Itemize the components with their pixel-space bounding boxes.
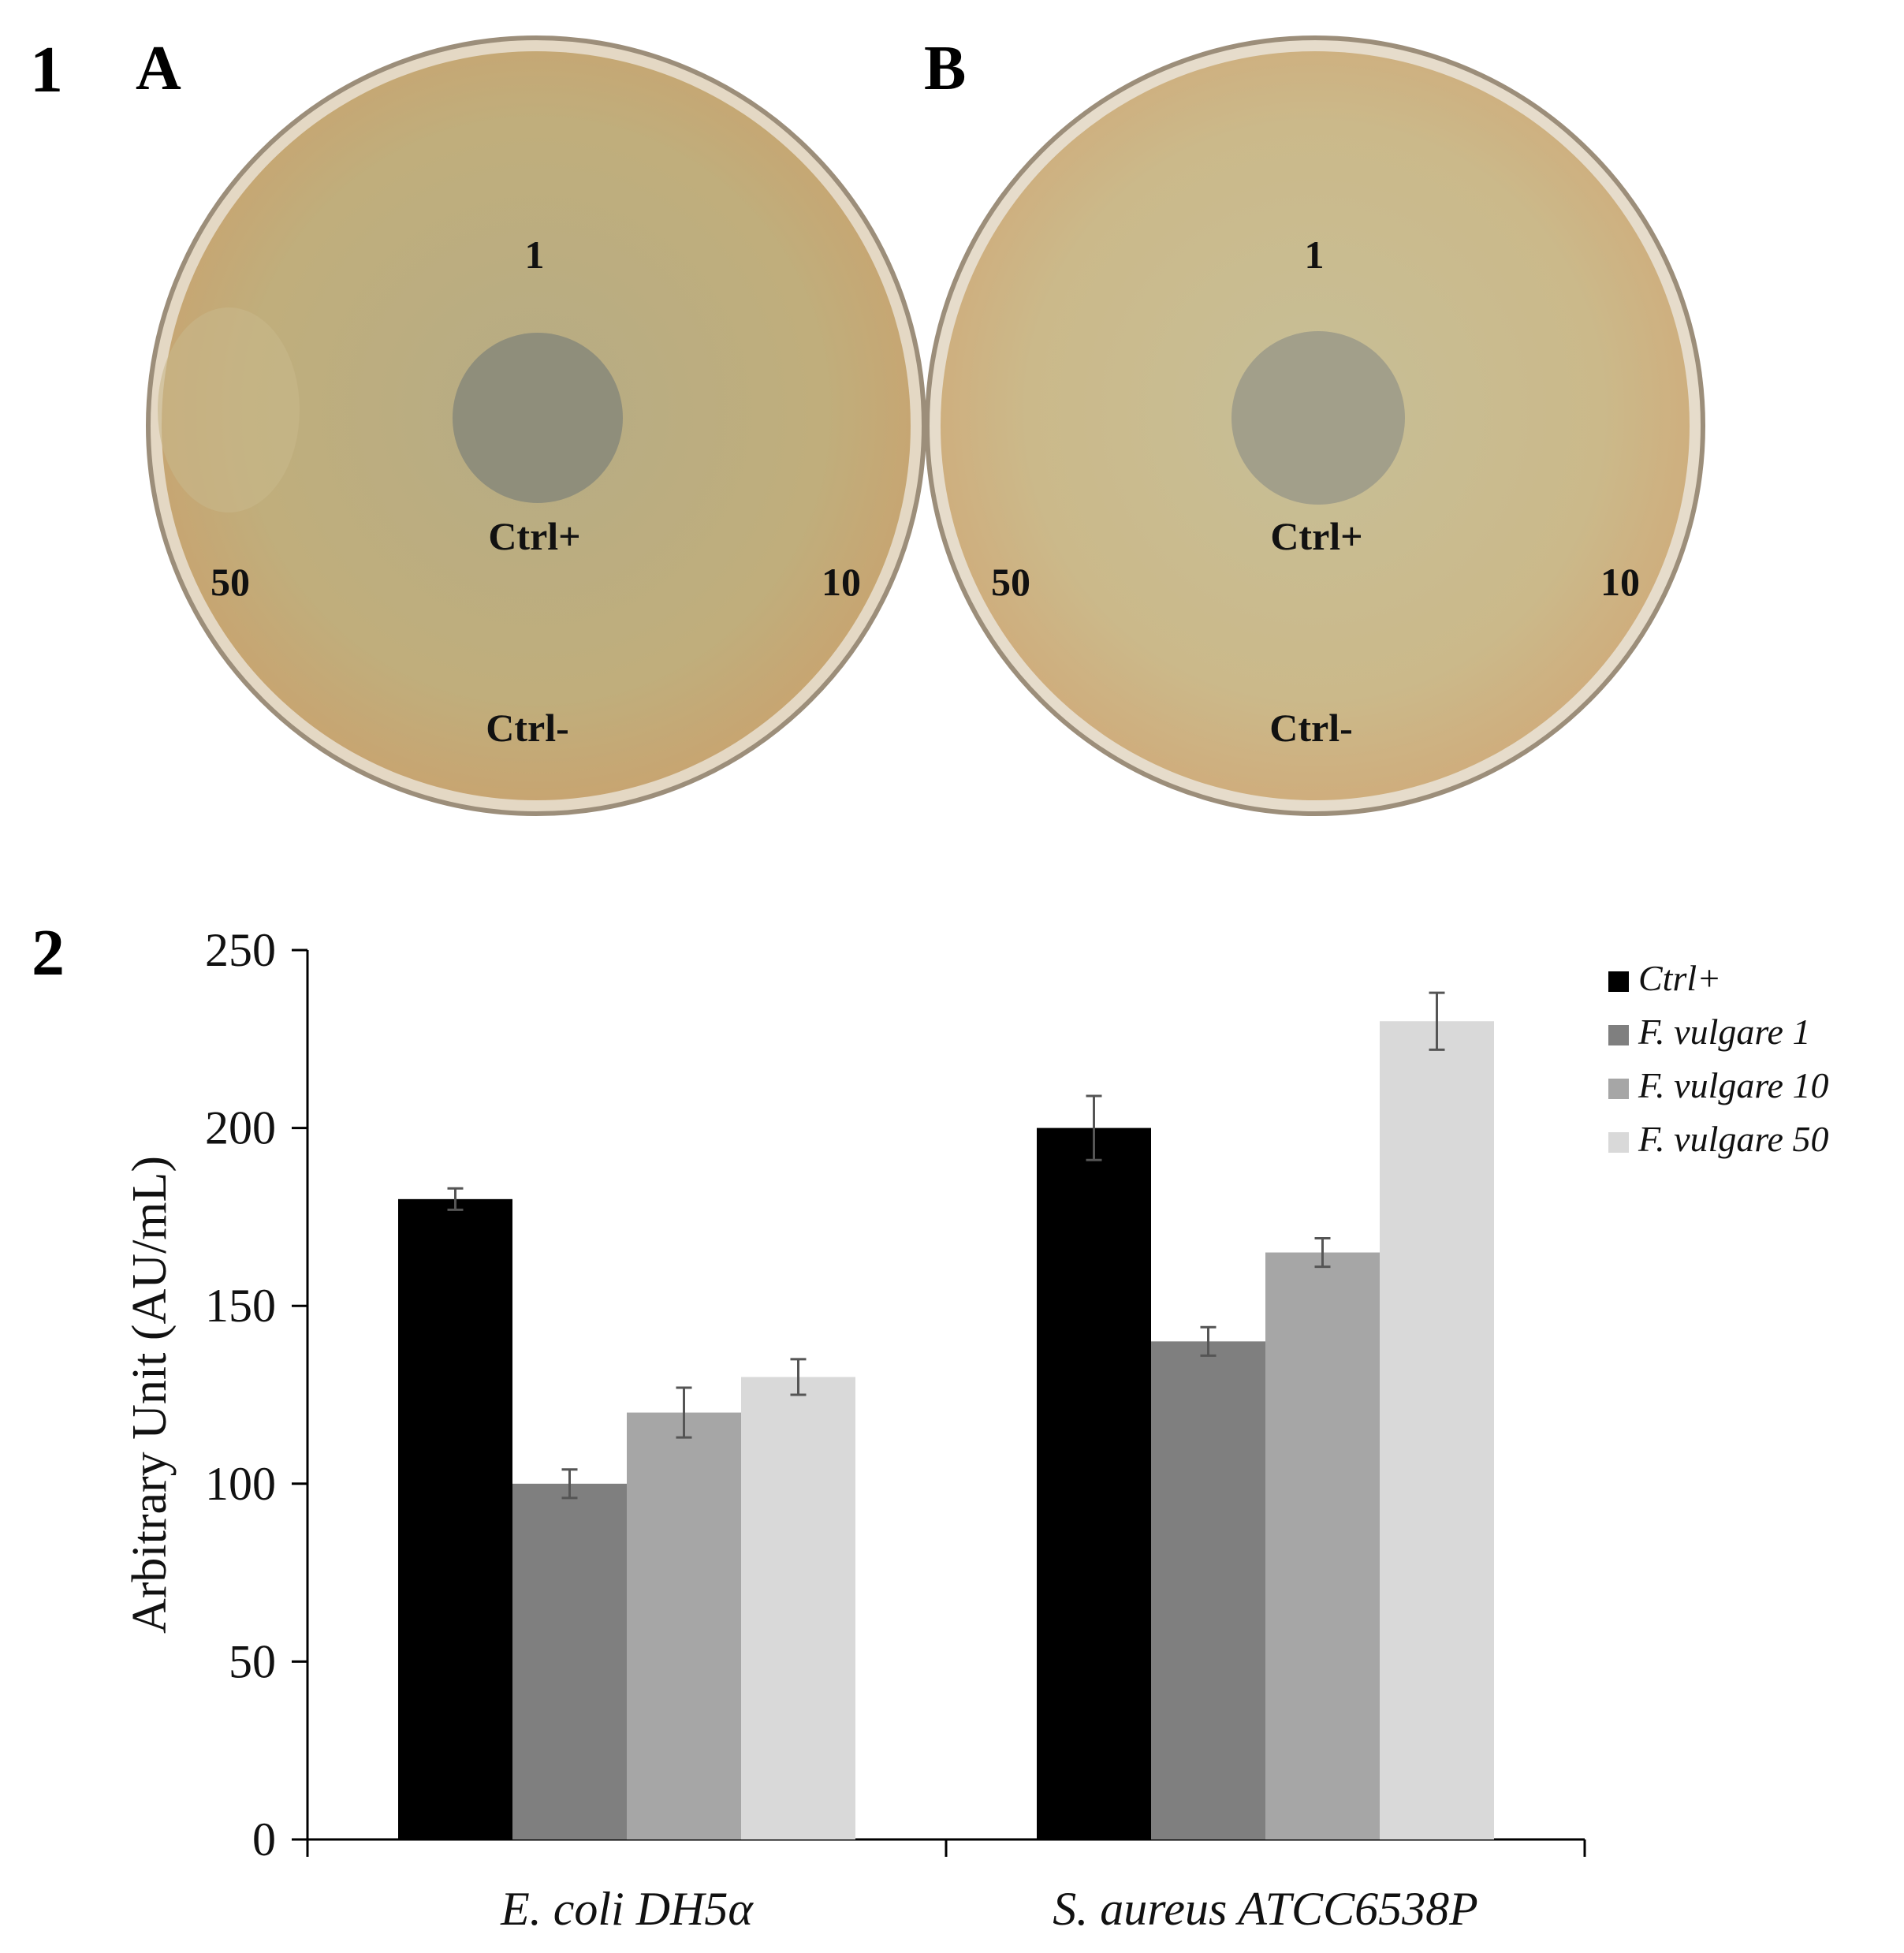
bar [1151, 1341, 1265, 1839]
plate-a-label-ctrl-minus: Ctrl- [486, 706, 569, 750]
plate-a-label-50: 50 [211, 560, 250, 604]
plate-b-label-10: 10 [1600, 560, 1640, 604]
plate-b-label-ctrl-minus: Ctrl- [1269, 706, 1353, 750]
bar [512, 1483, 627, 1839]
y-tick-label: 100 [205, 1458, 276, 1510]
y-tick-label: 250 [205, 924, 276, 976]
x-axis: E. coli DH5α S. aureus ATCC6538P [306, 1838, 1586, 1935]
panel-1-number: 1 [30, 33, 63, 106]
bar [398, 1198, 512, 1839]
y-axis-title: Arbitrary Unit (AU/mL) [123, 1156, 177, 1634]
plate-b-label-50: 50 [991, 560, 1030, 604]
bar-chart: 0 50 100 150 200 250 E. coli DH5α S. aureus AT… [123, 924, 1828, 1935]
bar [1380, 1021, 1494, 1839]
plate-a: 1 Ctrl+ 50 10 Ctrl- [146, 35, 926, 816]
legend-swatch [1608, 1079, 1629, 1099]
plate-a-diffuse-zone [158, 307, 300, 512]
legend-label: Ctrl+ [1638, 958, 1721, 998]
plate-a-inhibition-zone [453, 333, 623, 503]
y-axis: 0 50 100 150 200 250 [205, 924, 309, 1865]
legend: Ctrl+ F. vulgare 1 F. vulgare 10 F. vulgare… [1608, 958, 1828, 1159]
x-category-label: E. coli DH5α [500, 1883, 754, 1935]
plate-b-label-ctrl-plus: Ctrl+ [1270, 514, 1362, 558]
plate-b-inhibition-zone [1231, 331, 1405, 505]
plate-a-label-1: 1 [525, 233, 545, 277]
bars [398, 1021, 1494, 1839]
bar [1265, 1252, 1380, 1839]
panel-2-number: 2 [32, 916, 65, 990]
plate-a-letter: A [136, 34, 181, 103]
y-tick-label: 150 [205, 1280, 276, 1332]
legend-swatch [1608, 971, 1629, 992]
plate-b-label-1: 1 [1305, 233, 1325, 277]
legend-label: F. vulgare 1 [1638, 1012, 1810, 1052]
x-category-label: S. aureus ATCC6538P [1053, 1883, 1478, 1935]
bar [627, 1412, 741, 1839]
y-tick-label: 50 [229, 1635, 276, 1687]
plate-b-letter: B [924, 34, 967, 103]
legend-label: F. vulgare 10 [1638, 1065, 1828, 1105]
legend-swatch [1608, 1025, 1629, 1045]
y-tick-label: 0 [252, 1813, 276, 1865]
bar [741, 1377, 855, 1839]
error-bars [447, 991, 1445, 1500]
legend-label: F. vulgare 50 [1638, 1119, 1828, 1159]
plate-b: 1 Ctrl+ 50 10 Ctrl- [925, 35, 1705, 816]
plate-a-label-ctrl-plus: Ctrl+ [488, 514, 580, 558]
legend-swatch [1608, 1132, 1629, 1153]
petri-plates: 1 Ctrl+ 50 10 Ctrl- 1 Ctrl+ 50 10 Ctrl- [146, 35, 1705, 816]
bar [1037, 1127, 1151, 1839]
plate-a-label-10: 10 [822, 560, 861, 604]
y-tick-label: 200 [205, 1102, 276, 1154]
